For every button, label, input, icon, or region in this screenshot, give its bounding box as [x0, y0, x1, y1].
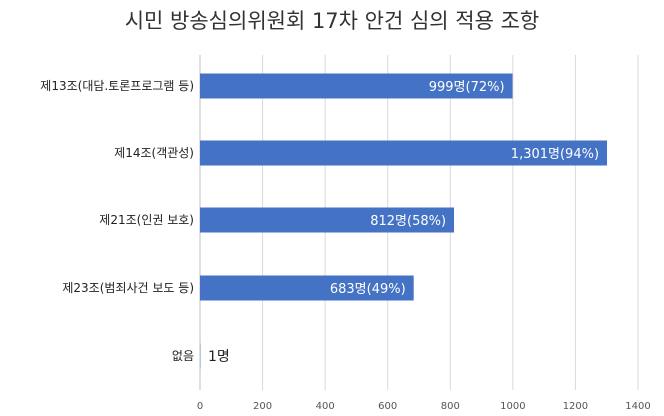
x-tick-label-1400: 1400 [625, 401, 650, 412]
data-label-1: 1,301명(94%) [511, 147, 599, 162]
bars [200, 73, 608, 369]
bar-0 [200, 73, 513, 99]
category-labels: 제13조(대담.토론프로그램 등) 제14조(객관성) 제21조(인권 보호) 제23… [40, 79, 194, 363]
chart-title: 시민 방송심의위원회 17차 안건 심의 적용 조항 [125, 9, 540, 33]
category-label-0: 제13조(대담.토론프로그램 등) [40, 79, 194, 93]
data-labels: 999명(72%) 1,301명(94%) 812명(58%) 683명(49%) 1명 [208, 80, 599, 365]
bar-3 [200, 275, 414, 301]
x-tick-label-800: 800 [441, 401, 460, 412]
x-tick-label-200: 200 [253, 401, 272, 412]
x-tick-label-1000: 1000 [500, 401, 525, 412]
category-label-2: 제21조(인권 보호) [99, 213, 194, 227]
x-tick-label-1200: 1200 [563, 401, 588, 412]
data-label-2: 812명(58%) [370, 214, 446, 229]
x-tick-label-400: 400 [316, 401, 335, 412]
data-label-0: 999명(72%) [429, 80, 505, 95]
category-label-4: 없음 [172, 349, 194, 363]
category-label-3: 제23조(범죄사건 보도 등) [62, 281, 194, 295]
x-tick-label-600: 600 [378, 401, 397, 412]
data-label-4: 1명 [208, 349, 230, 365]
x-axis-ticks: 0 200 400 600 800 1000 1200 1400 [197, 401, 651, 412]
x-tick-label-0: 0 [197, 401, 203, 412]
bar-1 [200, 140, 608, 166]
category-label-1: 제14조(객관성) [114, 146, 194, 160]
bar-2 [200, 207, 455, 233]
data-label-3: 683명(49%) [330, 282, 406, 297]
